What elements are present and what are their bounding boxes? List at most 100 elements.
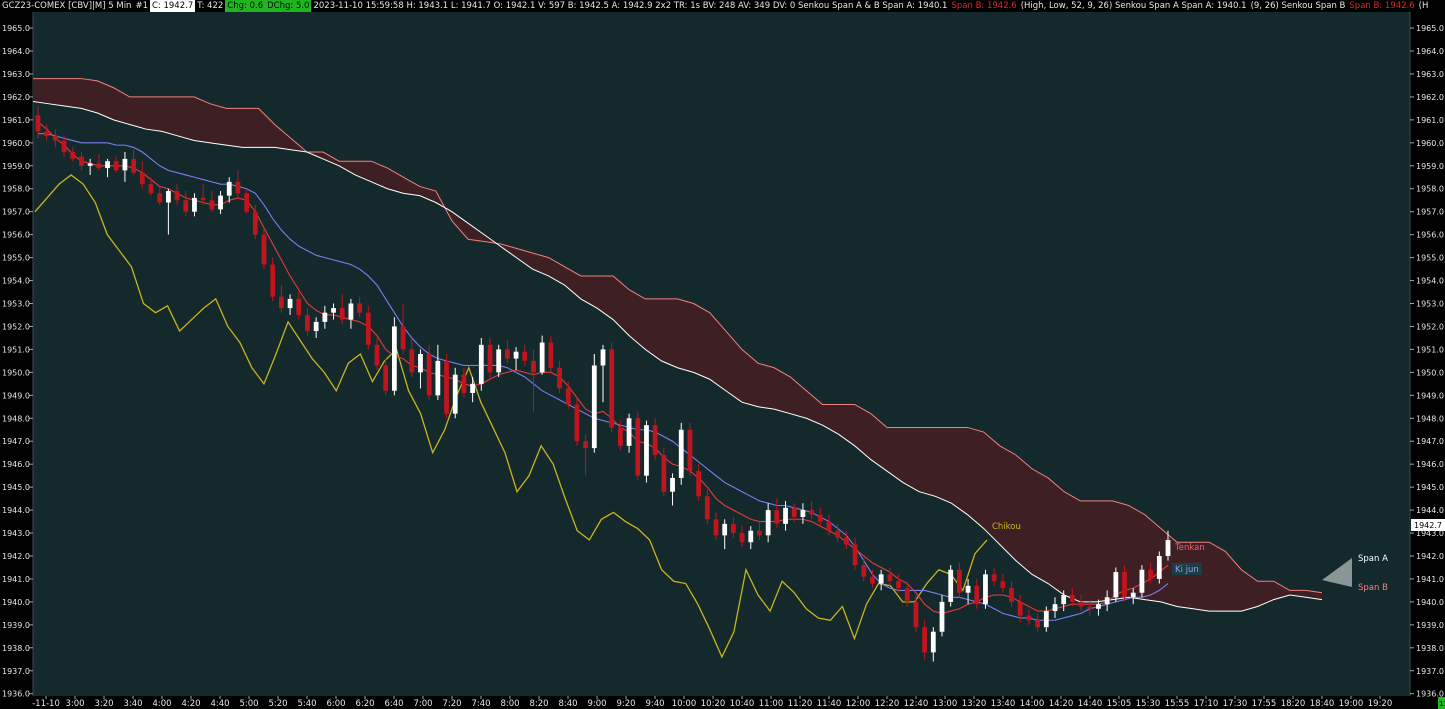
candle-body <box>113 161 119 171</box>
candle-body <box>1009 588 1014 602</box>
header-tail: (H <box>1418 1 1429 11</box>
candle-body <box>122 158 128 171</box>
candle-body <box>461 374 467 394</box>
candle-body <box>939 601 945 632</box>
candle-body <box>1052 604 1058 612</box>
candle-body <box>70 152 76 159</box>
candle-body <box>617 427 623 446</box>
candle-body <box>409 349 415 373</box>
x-tick-label: 17:55 <box>1252 699 1277 709</box>
x-tick-label: -11-10 <box>32 699 60 709</box>
y-tick-label-right: 1956.0 <box>1416 231 1444 240</box>
daily-change-value: DChg: 5.0 <box>265 0 312 12</box>
candle-body <box>96 163 102 169</box>
y-tick-label-right: 1960.0 <box>1416 139 1444 148</box>
candle-body <box>322 312 328 322</box>
x-axis: -11-10 3:00 3:20 3:40 4:00 4:20 4:40 5:00 5:20 5:… <box>32 696 1392 709</box>
candle-body <box>165 191 171 203</box>
candle-body <box>991 574 997 582</box>
candle-body <box>87 163 93 166</box>
x-tick-label: 9:20 <box>616 699 635 709</box>
right-axis-bg <box>1410 12 1445 709</box>
y-tick-label-left: 1951.0 <box>2 345 30 354</box>
y-tick-label-right: 1954.0 <box>1416 277 1444 286</box>
y-tick-label-left: 1964.0 <box>2 47 30 56</box>
y-tick-label-right: 1958.0 <box>1416 185 1444 194</box>
candle-body <box>817 514 823 522</box>
candle-body <box>513 351 519 359</box>
candle-body <box>391 326 397 391</box>
right-corner-tag: 13 <box>1439 700 1445 708</box>
chart-header: GCZ23-COMEX [CBV]|M] 5 Min #1 C: 1942.7 T: … <box>0 0 1445 12</box>
y-tick-label-right: 1953.0 <box>1416 300 1444 309</box>
y-tick-label-right: 1937.0 <box>1416 667 1444 676</box>
candle-body <box>835 530 841 538</box>
candle-body <box>922 627 928 653</box>
y-tick-label-right: 1961.0 <box>1416 116 1444 125</box>
kijun-label-bg <box>1172 563 1202 575</box>
candle-body <box>105 161 110 169</box>
candle-body <box>565 388 571 405</box>
candle-body <box>444 360 449 414</box>
candle-body <box>626 418 632 446</box>
y-tick-label-left: 1952.0 <box>2 322 30 331</box>
y-tick-label-right: 1959.0 <box>1416 162 1444 171</box>
x-tick-label: 9:00 <box>587 699 606 709</box>
candle-body <box>652 425 658 455</box>
candle-body <box>609 349 615 428</box>
y-tick-label-left: 1944.0 <box>2 506 30 515</box>
y-tick-label-left: 1940.0 <box>2 598 30 607</box>
candle-body <box>826 521 832 531</box>
x-tick-label: 10:00 <box>672 699 697 709</box>
candle-body <box>748 530 754 543</box>
x-tick-label: 11:00 <box>759 699 784 709</box>
candle-body <box>139 172 145 185</box>
candle-body <box>904 588 910 602</box>
candlesticks <box>35 106 1171 662</box>
span-b-value-2: Span B: 1942.6 <box>1349 1 1415 11</box>
candle-body <box>757 530 762 536</box>
candle-body <box>687 429 693 472</box>
candle-body <box>496 349 502 373</box>
x-tick-label: 12:00 <box>846 699 871 709</box>
candle-body <box>852 544 858 566</box>
y-tick-label-left: 1942.0 <box>2 552 30 561</box>
y-tick-label-left: 1961.0 <box>2 116 30 125</box>
span-a-label: Span A <box>1358 554 1388 564</box>
chart-number: #1 <box>135 1 148 11</box>
y-tick-label-right: 1950.0 <box>1416 368 1444 377</box>
x-tick-label: 14:00 <box>1020 699 1045 709</box>
y-tick-label-right: 1964.0 <box>1416 47 1444 56</box>
x-tick-label: 14:40 <box>1078 699 1103 709</box>
x-axis-bg <box>0 696 1445 709</box>
y-tick-label-left: 1960.0 <box>2 139 30 148</box>
y-tick-label-left: 1938.0 <box>2 644 30 653</box>
candle-body <box>1035 620 1041 628</box>
x-tick-label: 13:20 <box>962 699 987 709</box>
x-tick-label: 3:40 <box>123 699 142 709</box>
candle-body <box>235 181 241 194</box>
y-tick-label-right: 1938.0 <box>1416 644 1444 653</box>
candle-body <box>305 314 310 332</box>
candle-body <box>357 303 363 313</box>
y-tick-label-left: 1956.0 <box>2 231 30 240</box>
y-tick-label-left: 1936.0 <box>2 690 30 699</box>
left-axis-bg <box>0 12 33 696</box>
x-tick-label: 6:00 <box>326 699 345 709</box>
x-tick-label: 17:10 <box>1194 699 1219 709</box>
candle-body <box>574 404 580 442</box>
candle-body <box>1000 581 1006 589</box>
x-tick-label: 3:00 <box>65 699 84 709</box>
y-tick-label-right: 1947.0 <box>1416 437 1444 446</box>
last-price-tag: 1942.7 <box>1414 521 1442 530</box>
span-b-label: Span B <box>1358 583 1388 593</box>
y-tick-label-left: 1963.0 <box>2 70 30 79</box>
y-tick-label-right: 1943.0 <box>1416 529 1444 538</box>
x-tick-label: 18:20 <box>1281 699 1306 709</box>
x-tick-label: 5:40 <box>297 699 316 709</box>
x-tick-label: 8:00 <box>500 699 519 709</box>
kijun-label: Ki jun <box>1175 565 1199 575</box>
candle-body <box>287 298 293 309</box>
x-tick-label: 15:55 <box>1165 699 1190 709</box>
